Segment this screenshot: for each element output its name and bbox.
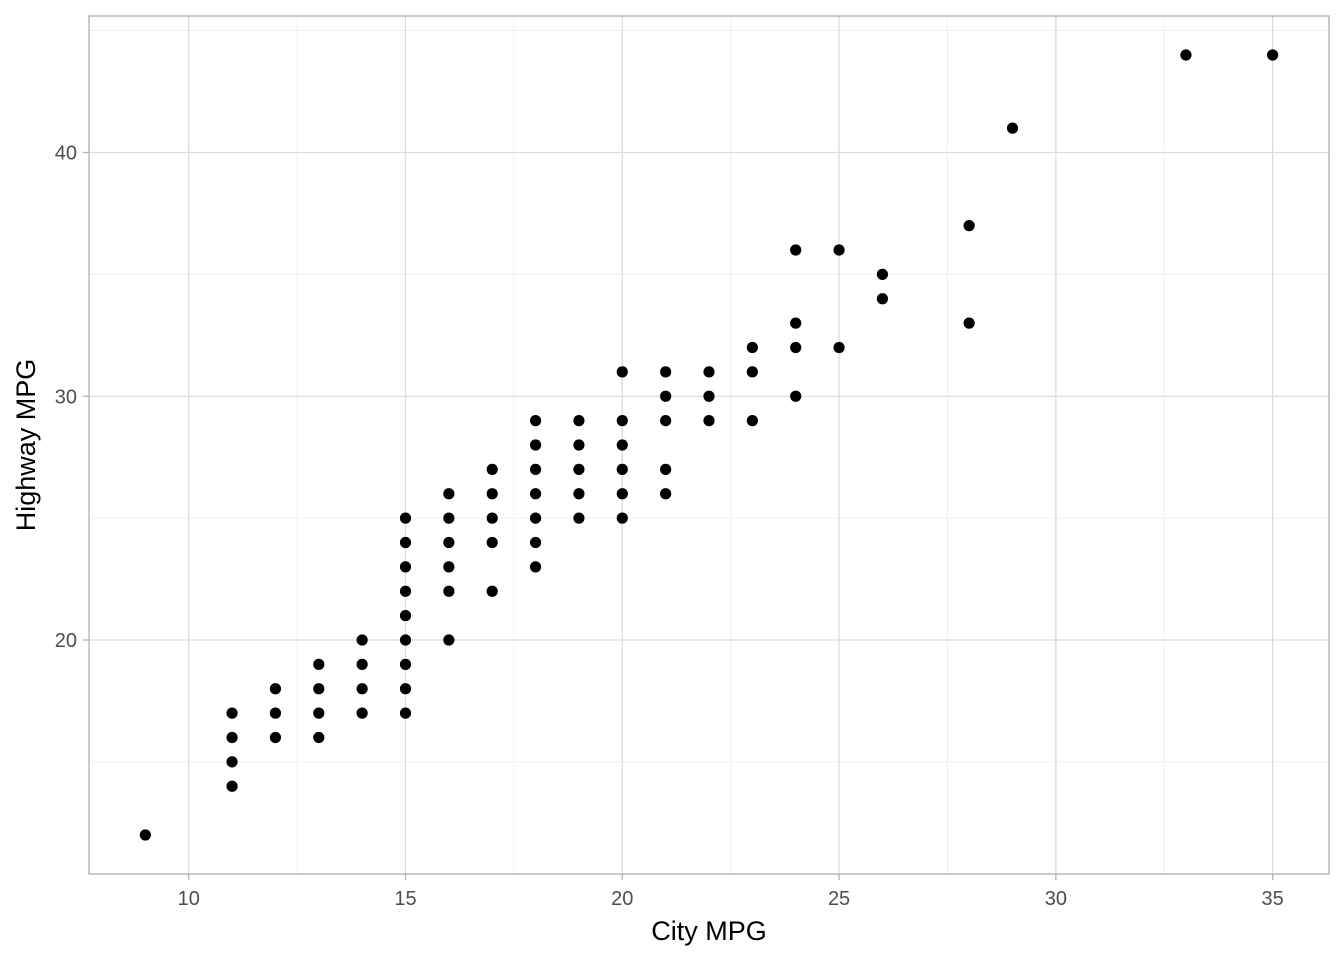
grid-lines — [89, 16, 1329, 874]
data-point — [399, 707, 412, 719]
data-point — [573, 512, 585, 524]
data-points — [139, 49, 1279, 841]
data-point — [529, 439, 542, 451]
y-tick-label: 40 — [55, 143, 77, 165]
data-point — [226, 756, 238, 768]
data-point — [660, 390, 672, 402]
data-point — [226, 780, 238, 792]
data-point — [573, 463, 585, 475]
y-axis-title: Highway MPG — [11, 359, 41, 532]
data-point — [356, 707, 368, 719]
data-point — [876, 268, 889, 280]
data-point — [486, 463, 498, 475]
data-point — [963, 317, 975, 329]
data-point — [443, 536, 455, 549]
data-point — [486, 512, 498, 524]
data-point — [313, 658, 325, 670]
data-point — [703, 366, 715, 378]
data-point — [660, 366, 672, 378]
data-point — [573, 488, 585, 500]
data-point — [399, 683, 412, 695]
data-point — [139, 829, 151, 841]
data-point — [356, 683, 368, 695]
data-point — [313, 683, 325, 695]
data-point — [616, 512, 628, 524]
data-point — [616, 488, 628, 500]
data-point — [660, 415, 672, 427]
data-point — [399, 585, 412, 597]
data-point — [790, 244, 802, 256]
data-point — [616, 463, 628, 475]
data-point — [226, 731, 238, 744]
data-point — [1180, 49, 1192, 61]
data-point — [746, 366, 758, 378]
data-point — [529, 512, 542, 524]
y-tick-label: 30 — [55, 386, 77, 408]
y-tick-label: 20 — [55, 630, 77, 652]
data-point — [833, 341, 845, 354]
data-point — [529, 488, 542, 500]
data-point — [486, 488, 498, 500]
x-axis-title: City MPG — [651, 916, 767, 946]
x-tick-label: 30 — [1045, 888, 1067, 910]
data-point — [529, 561, 542, 573]
data-point — [269, 707, 282, 719]
data-point — [573, 439, 585, 451]
plot-panel — [89, 16, 1329, 874]
data-point — [616, 415, 628, 427]
data-point — [746, 415, 758, 427]
data-point — [269, 683, 282, 695]
data-point — [399, 561, 412, 573]
data-point — [399, 512, 412, 524]
x-tick-label: 25 — [828, 888, 850, 910]
data-point — [399, 634, 412, 646]
x-tick-label: 15 — [394, 888, 416, 910]
data-point — [443, 561, 455, 573]
data-point — [443, 634, 455, 646]
data-point — [226, 707, 238, 719]
data-point — [833, 244, 845, 256]
data-point — [356, 658, 368, 670]
data-point — [1267, 49, 1279, 61]
data-point — [1006, 122, 1019, 134]
data-point — [529, 463, 542, 475]
data-point — [790, 317, 802, 329]
x-tick-label: 10 — [178, 888, 200, 910]
data-point — [616, 366, 628, 378]
data-point — [313, 707, 325, 719]
x-tick-label: 20 — [611, 888, 633, 910]
data-point — [616, 439, 628, 451]
x-tick-label: 35 — [1262, 888, 1284, 910]
data-point — [443, 488, 455, 500]
data-point — [399, 610, 412, 622]
data-point — [876, 293, 889, 305]
data-point — [443, 512, 455, 524]
panel-border — [88, 15, 1330, 875]
data-point — [703, 415, 715, 427]
data-point — [746, 341, 758, 354]
data-point — [660, 463, 672, 475]
data-point — [313, 731, 325, 744]
data-point — [399, 658, 412, 670]
data-point — [529, 536, 542, 549]
data-point — [269, 731, 282, 744]
data-point — [703, 390, 715, 402]
data-point — [486, 536, 498, 549]
data-point — [790, 341, 802, 354]
axis-ticks: 10 15 20 25 30 35 20 30 40 — [55, 143, 1284, 911]
data-point — [660, 488, 672, 500]
data-point — [529, 415, 542, 427]
data-point — [486, 585, 498, 597]
data-point — [443, 585, 455, 597]
data-point — [399, 536, 412, 549]
data-point — [573, 415, 585, 427]
data-point — [963, 220, 975, 232]
data-point — [356, 634, 368, 646]
data-point — [790, 390, 802, 402]
